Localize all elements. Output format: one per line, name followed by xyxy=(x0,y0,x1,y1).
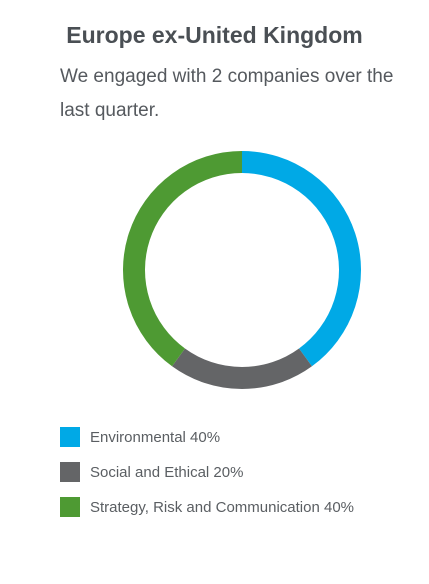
legend-item-social-ethical: Social and Ethical 20% xyxy=(60,462,354,482)
legend-swatch-environmental xyxy=(60,427,80,447)
legend-label-strategy-risk: Strategy, Risk and Communication 40% xyxy=(90,498,355,516)
donut-slice-strategy-risk xyxy=(123,151,243,367)
legend-label-environmental: Environmental 40% xyxy=(90,428,221,446)
legend-label-social-ethical: Social and Ethical 20% xyxy=(90,463,244,481)
legend-swatch-social-ethical xyxy=(60,462,80,482)
chart-subtitle: We engaged with 2 companies over the las… xyxy=(60,66,394,121)
legend-item-strategy-risk: Strategy, Risk and Communication 40% xyxy=(60,497,354,517)
legend-swatch-strategy-risk xyxy=(60,497,80,517)
legend-item-environmental: Environmental 40% xyxy=(60,427,354,447)
donut-slice-environmental xyxy=(241,151,361,367)
chart-legend: Environmental 40% Social and Ethical 20%… xyxy=(60,427,354,532)
chart-title: Europe ex-United Kingdom xyxy=(66,22,363,48)
donut-slice-social-ethical xyxy=(172,348,312,389)
